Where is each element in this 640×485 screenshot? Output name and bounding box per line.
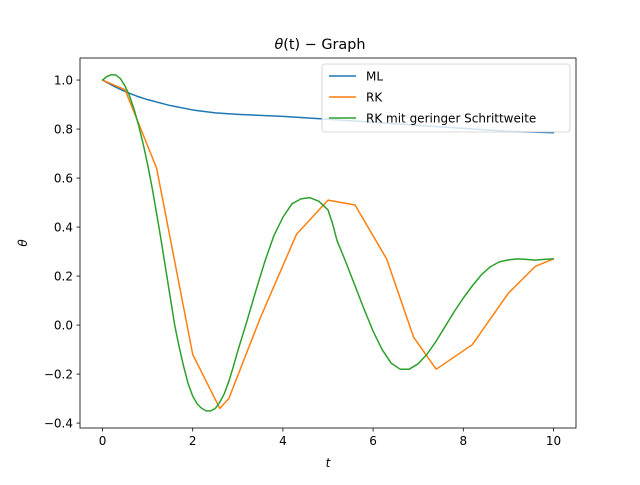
y-tick-label: −0.2	[44, 367, 73, 381]
y-tick-label: 1.0	[54, 73, 73, 87]
x-axis-ticks: 0 2 4 6 8 10	[99, 428, 561, 448]
axes-frame	[79, 57, 577, 429]
x-tick-label: 2	[189, 434, 197, 448]
y-tick-label: 0.2	[54, 269, 73, 283]
plot-area: 0 2 4 6 8 10 −0.4 −0.2 0.0 0.2 0.4 0.6 0.8 1.0	[44, 57, 577, 448]
y-tick-label: 0.4	[54, 220, 73, 234]
x-tick-label: 0	[99, 434, 107, 448]
legend-box	[321, 63, 571, 133]
x-tick-label: 10	[546, 434, 561, 448]
series-line-2	[101, 79, 555, 410]
x-tick-label: 6	[369, 434, 377, 448]
chart-title: θ(t) − Graph	[274, 37, 365, 53]
y-tick-label: 0.0	[54, 318, 73, 332]
chart-title-rest: (t) − Graph	[283, 37, 365, 53]
series-line-3	[101, 73, 555, 412]
y-axis-ticks: −0.4 −0.2 0.0 0.2 0.4 0.6 0.8 1.0	[44, 73, 80, 430]
x-tick-label: 4	[279, 434, 287, 448]
y-tick-label: 0.6	[54, 171, 73, 185]
legend-label-2: RK	[366, 91, 383, 105]
axes-spines	[79, 57, 577, 429]
y-axis-label: θ	[16, 239, 30, 247]
x-tick-label: 8	[459, 434, 467, 448]
chart-title-symbol: θ	[274, 37, 283, 53]
y-tick-label: 0.8	[54, 122, 73, 136]
x-axis-label: t	[326, 456, 332, 470]
legend: ML RK RK mit geringer Schrittweite	[321, 63, 571, 133]
legend-label-3: RK mit geringer Schrittweite	[366, 112, 536, 126]
legend-label-1: ML	[366, 70, 383, 84]
y-tick-label: −0.4	[44, 416, 73, 430]
